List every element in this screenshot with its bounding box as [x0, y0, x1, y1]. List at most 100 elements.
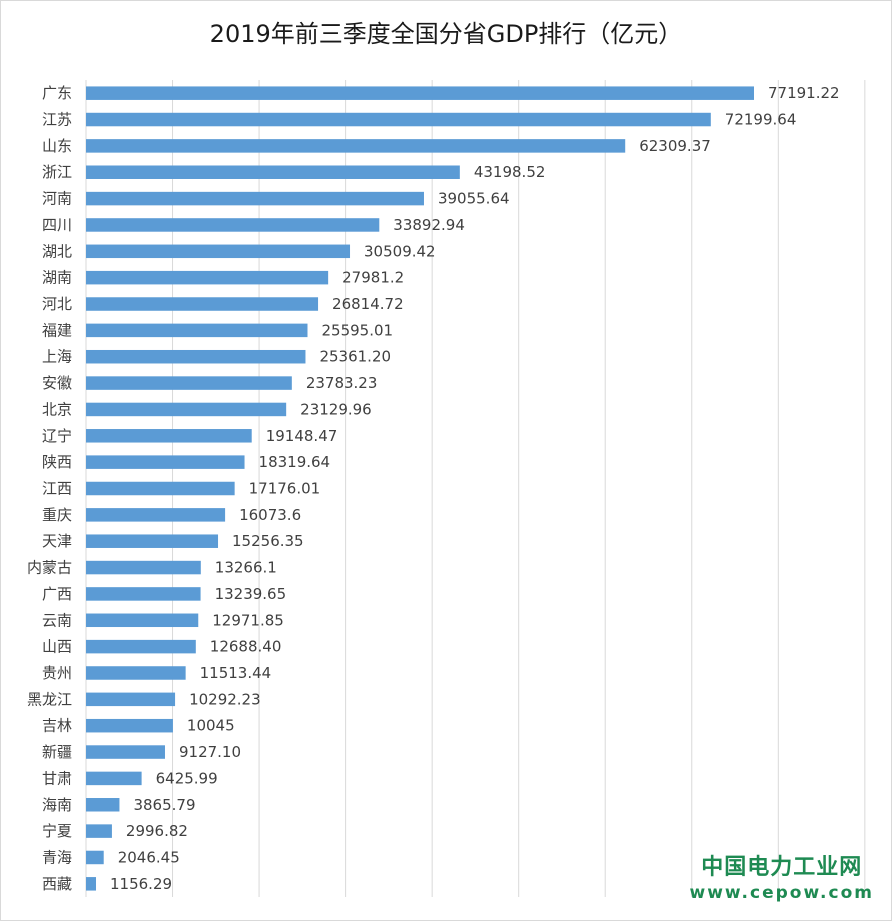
value-label: 10045 — [187, 717, 235, 735]
value-label: 30509.42 — [364, 242, 436, 260]
category-label: 重庆 — [42, 506, 72, 524]
category-label: 河北 — [42, 295, 72, 313]
category-label: 山西 — [42, 638, 72, 656]
category-label: 湖南 — [42, 269, 72, 287]
bar — [86, 560, 201, 575]
category-label: 辽宁 — [42, 427, 72, 445]
category-label: 青海 — [42, 848, 72, 866]
value-label: 16073.6 — [239, 506, 301, 524]
value-label: 26814.72 — [332, 295, 404, 313]
chart-title: 2019年前三季度全国分省GDP排行（亿元） — [209, 20, 683, 48]
value-label: 77191.22 — [768, 84, 840, 102]
bar — [86, 613, 199, 628]
value-label: 62309.37 — [639, 137, 711, 155]
bar — [86, 139, 626, 153]
watermark: 中国电力工业网 www.cepow.com — [690, 849, 875, 903]
category-label: 海南 — [42, 796, 72, 814]
bar — [86, 191, 424, 206]
value-label: 13266.1 — [215, 559, 277, 577]
category-label: 宁夏 — [42, 822, 72, 840]
value-label: 23129.96 — [300, 400, 372, 418]
value-label: 3865.79 — [133, 796, 195, 814]
category-label: 四川 — [42, 216, 72, 234]
value-label: 10292.23 — [189, 690, 261, 708]
category-label: 福建 — [42, 321, 72, 339]
bar — [86, 639, 196, 654]
bar — [86, 692, 176, 707]
bar — [86, 429, 252, 443]
category-label: 广东 — [42, 84, 72, 102]
value-label: 18319.64 — [259, 453, 331, 471]
bar — [86, 86, 754, 100]
value-label: 11513.44 — [200, 664, 272, 682]
category-label: 贵州 — [42, 664, 72, 682]
labels: 广东 77191.22 江苏 72199.64 山东 62309.37 浙江 43198.52… — [27, 84, 840, 893]
bar — [86, 244, 351, 259]
category-label: 内蒙古 — [27, 559, 72, 577]
bar — [86, 534, 219, 548]
bars — [86, 86, 754, 891]
bar — [86, 270, 329, 285]
watermark-site-name: 中国电力工业网 — [701, 855, 863, 880]
bar — [86, 112, 711, 127]
gridlines — [85, 80, 866, 897]
category-label: 安徽 — [42, 374, 72, 392]
bar — [86, 745, 165, 759]
bar — [86, 587, 201, 601]
category-label: 甘肃 — [42, 769, 72, 787]
value-label: 6425.99 — [156, 769, 218, 787]
bar — [86, 666, 186, 680]
category-label: 云南 — [42, 611, 72, 629]
bar — [86, 508, 226, 522]
bar — [86, 481, 235, 496]
value-label: 12971.85 — [212, 611, 284, 629]
category-label: 河南 — [42, 190, 72, 208]
value-label: 25595.01 — [321, 321, 393, 339]
bar — [86, 376, 292, 390]
category-label: 江西 — [42, 480, 72, 498]
value-label: 25361.20 — [319, 348, 391, 366]
value-label: 39055.64 — [438, 190, 510, 208]
bar — [86, 402, 287, 417]
value-label: 33892.94 — [393, 216, 465, 234]
value-label: 1156.29 — [110, 875, 172, 893]
value-label: 43198.52 — [474, 163, 546, 181]
value-label: 72199.64 — [725, 111, 797, 129]
category-label: 天津 — [42, 532, 72, 550]
category-label: 上海 — [42, 348, 72, 366]
bar — [86, 165, 460, 179]
category-label: 广西 — [42, 585, 72, 603]
category-label: 山东 — [42, 137, 72, 155]
bar — [86, 218, 380, 232]
category-label: 北京 — [42, 400, 72, 418]
value-label: 23783.23 — [306, 374, 378, 392]
bar — [86, 877, 97, 891]
value-label: 17176.01 — [249, 480, 321, 498]
category-label: 西藏 — [42, 875, 72, 893]
watermark-url: www.cepow.com — [689, 883, 874, 903]
category-label: 浙江 — [42, 163, 72, 181]
category-label: 陕西 — [42, 453, 72, 471]
value-label: 15256.35 — [232, 532, 304, 550]
bar — [86, 349, 306, 364]
category-label: 新疆 — [42, 743, 72, 761]
value-label: 13239.65 — [215, 585, 287, 603]
value-label: 2996.82 — [126, 822, 188, 840]
bar — [86, 297, 319, 311]
bar — [86, 824, 112, 838]
bar — [86, 771, 142, 786]
value-label: 9127.10 — [179, 743, 241, 761]
value-label: 19148.47 — [266, 427, 338, 445]
bar — [86, 323, 308, 338]
bar — [86, 455, 245, 469]
value-label: 12688.40 — [210, 638, 282, 656]
bar — [86, 798, 120, 812]
category-label: 黑龙江 — [27, 690, 72, 708]
category-label: 吉林 — [42, 717, 72, 735]
category-label: 湖北 — [42, 242, 72, 260]
value-label: 27981.2 — [342, 269, 404, 287]
category-label: 江苏 — [42, 111, 72, 129]
bar — [86, 850, 104, 865]
bar — [86, 718, 173, 733]
